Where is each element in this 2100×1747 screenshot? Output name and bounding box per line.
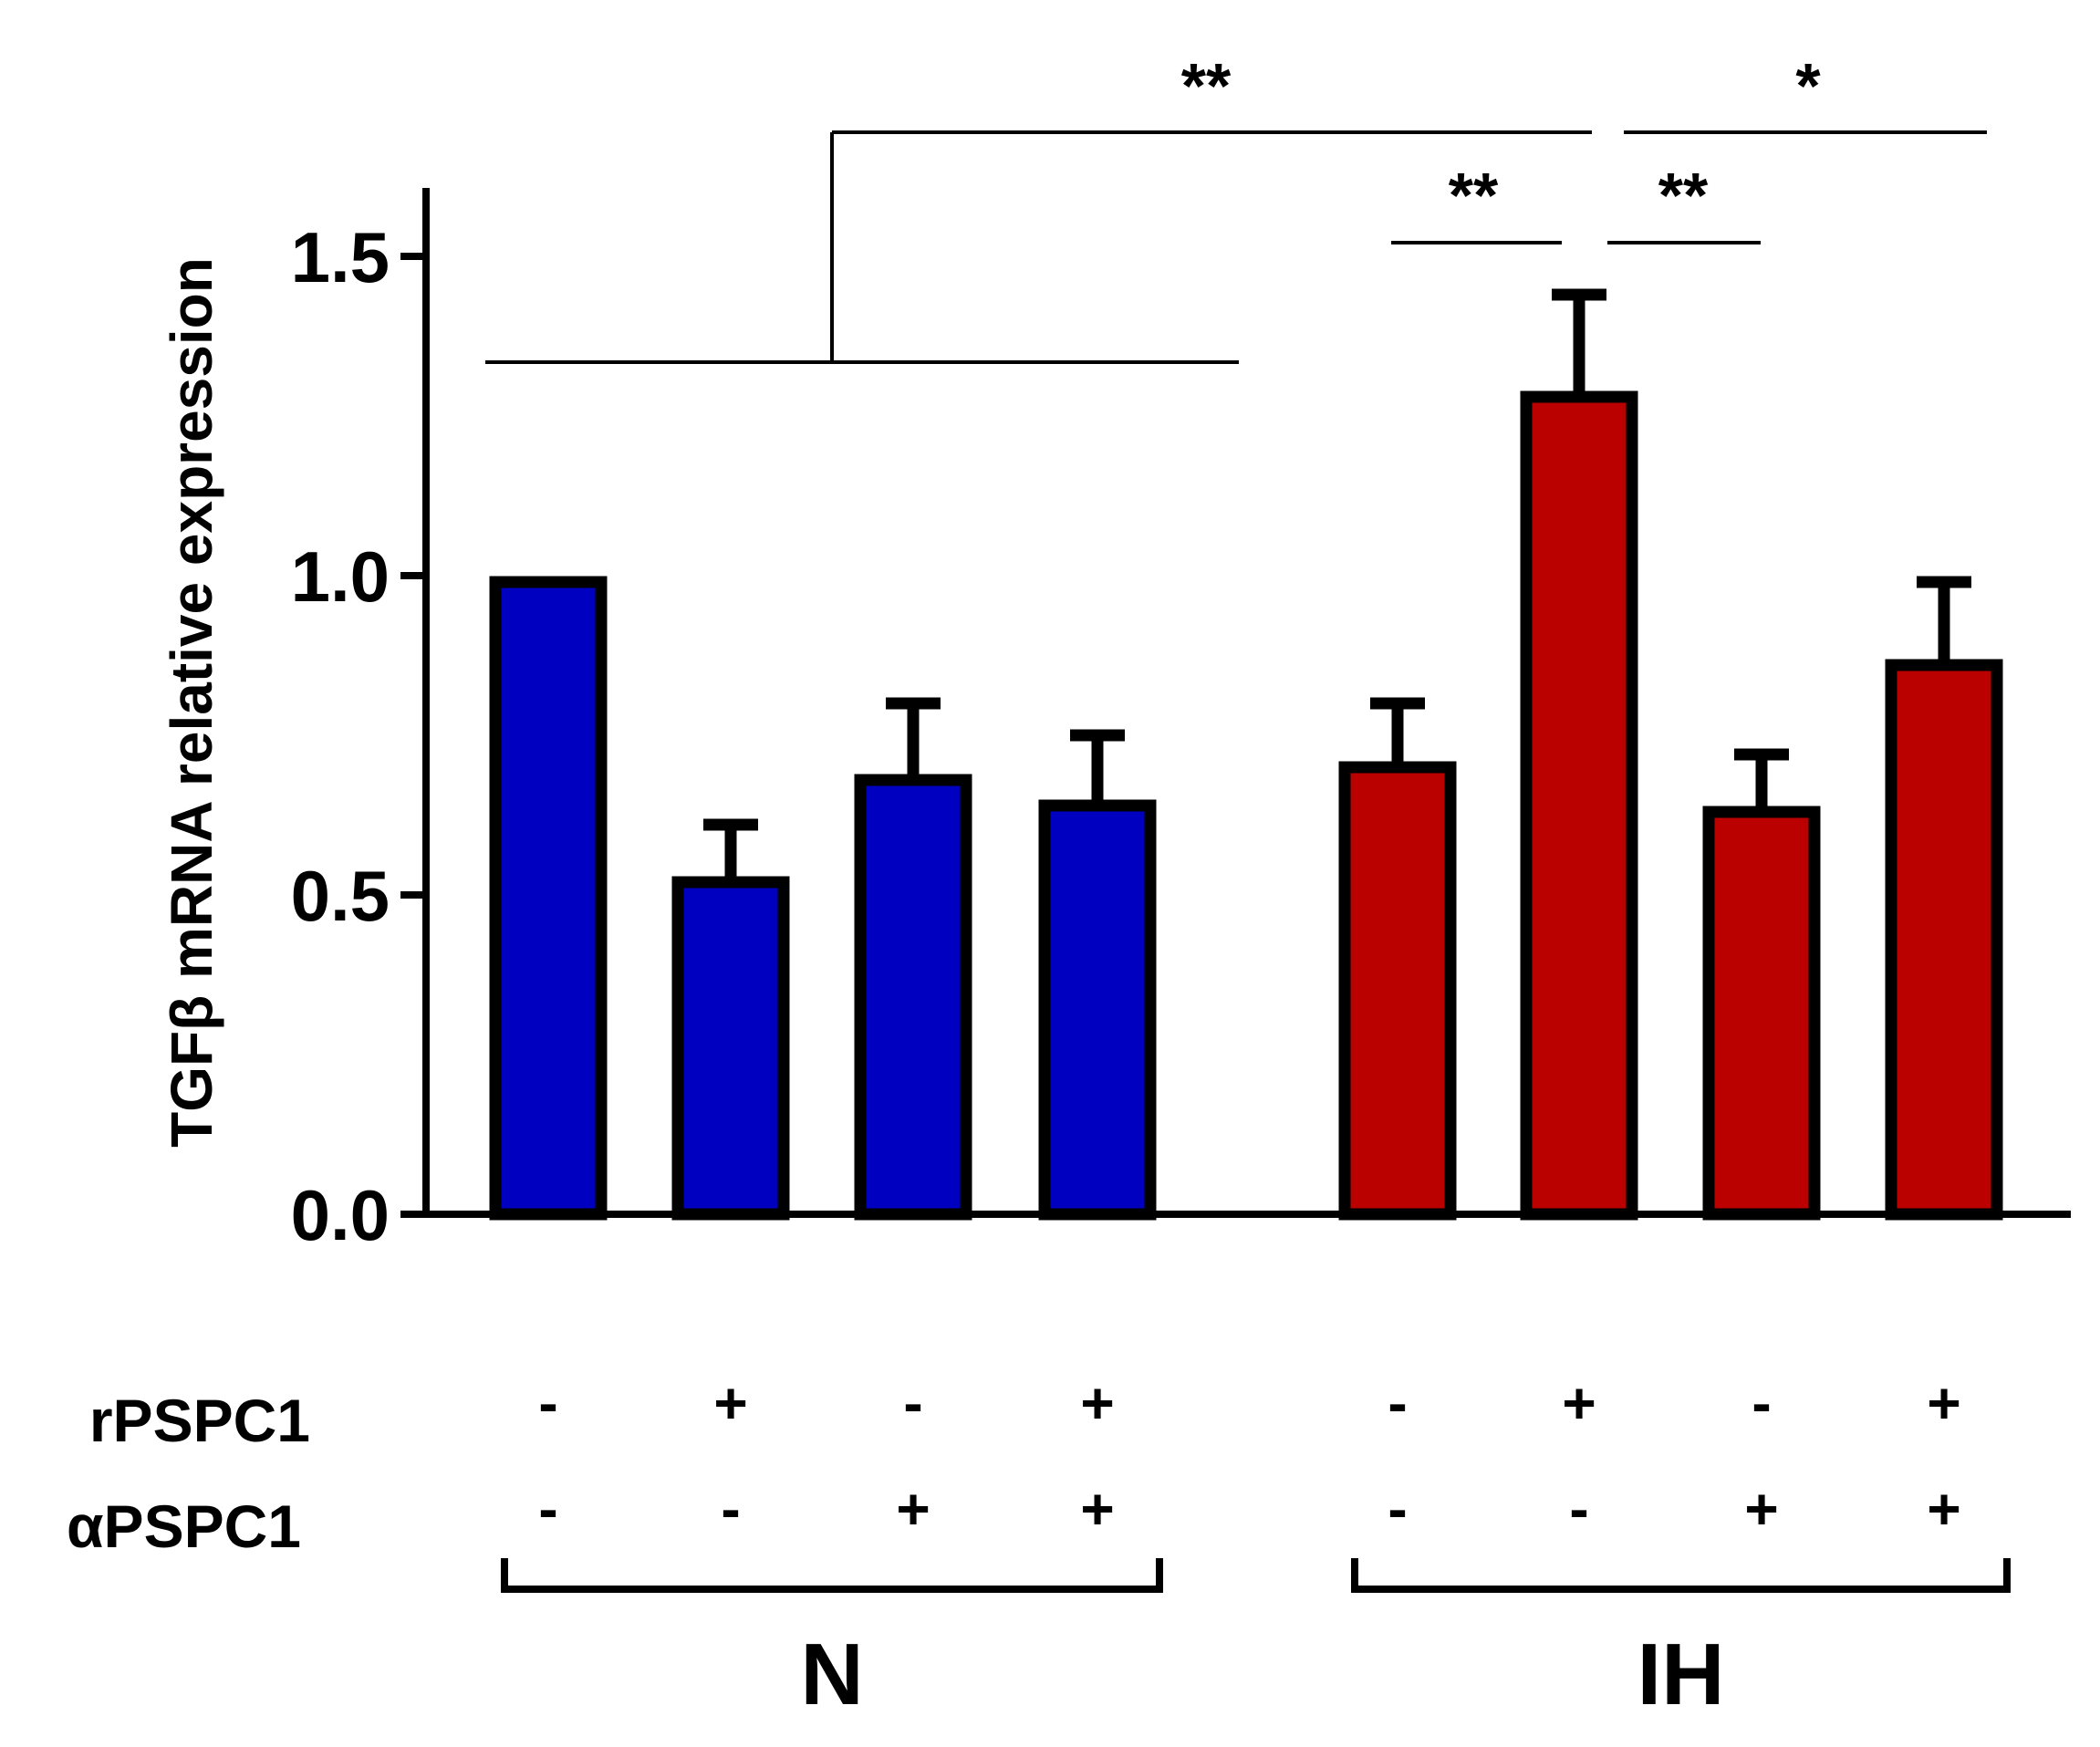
bar-ih-4 [1885,659,2003,1221]
condition-sign: - [538,1476,557,1542]
condition-sign: - [1752,1370,1771,1436]
group-bracket [1351,1558,2011,1593]
annotations: rPSPC1- + - + - + - +αPSPC1- - + + - - + +N IH**** *** [67,50,2011,1723]
condition-sign: - [903,1370,922,1436]
y-tick-label: 0.5 [291,856,390,936]
condition-row-label: αPSPC1 [67,1492,301,1560]
bar-ih-1 [1338,761,1457,1221]
bar-n-1 [489,576,608,1221]
condition-row-label: rPSPC1 [89,1387,310,1454]
bar-n-2 [671,876,790,1221]
y-tick-label: 1.0 [291,536,390,617]
significance-stars: ** [1658,160,1709,231]
bar-n-4 [1038,799,1157,1221]
group-bracket [501,1558,1163,1593]
condition-sign: + [1927,1370,1960,1436]
y-tick-label: 0.0 [291,1175,390,1255]
bar-n-3 [854,774,972,1221]
significance-stars: ** [1181,50,1232,121]
group-label: IH [1637,1626,1725,1723]
y-axis-label: TGFβ mRNA relative expression [159,257,224,1148]
group-label: N [800,1626,863,1723]
condition-sign: + [1080,1370,1114,1436]
y-tick-label: 1.5 [291,217,390,297]
bar-ih-2 [1520,390,1638,1221]
condition-sign: - [1388,1370,1407,1436]
bar-ih-3 [1702,806,1821,1221]
condition-sign: + [1080,1476,1114,1542]
condition-sign: - [721,1476,740,1542]
condition-sign: + [1562,1370,1596,1436]
condition-sign: - [538,1370,557,1436]
significance-stars: ** [1449,160,1499,231]
condition-sign: - [1569,1476,1588,1542]
significance-stars: * [1795,50,1821,121]
condition-sign: + [1927,1476,1960,1542]
condition-sign: + [713,1370,747,1436]
condition-sign: + [1744,1476,1778,1542]
condition-sign: - [1388,1476,1407,1542]
bars [489,288,2003,1221]
condition-sign: + [896,1476,930,1542]
